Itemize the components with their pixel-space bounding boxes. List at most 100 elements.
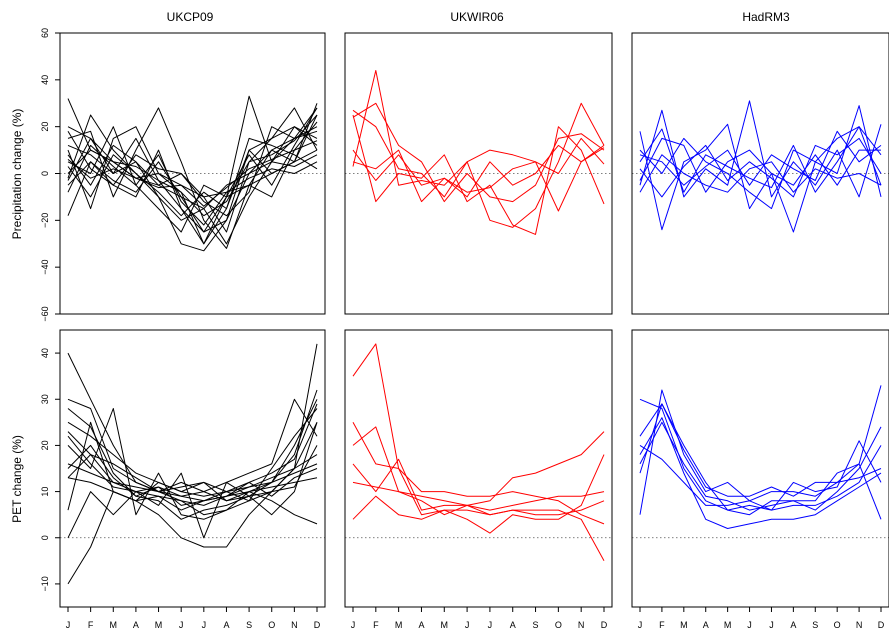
month-tick-label: M xyxy=(110,620,118,630)
series-line xyxy=(67,463,318,502)
panel-frame xyxy=(59,329,326,608)
month-tick-label: F xyxy=(373,620,379,630)
month-tick-label: O xyxy=(268,620,275,630)
row-labels: Precipitation change (%) PET change (%) xyxy=(10,109,24,523)
series-line xyxy=(67,126,318,217)
series-line xyxy=(67,154,318,210)
month-tick-label: D xyxy=(601,620,608,630)
series-line xyxy=(352,422,605,525)
panel-hadrm3-row-0 xyxy=(631,32,889,315)
month-tick-label: A xyxy=(510,620,516,630)
series-line xyxy=(67,144,318,226)
series-line xyxy=(67,114,318,245)
series-line xyxy=(67,107,318,249)
month-tick-label: S xyxy=(246,620,252,630)
month-tick-label: S xyxy=(533,620,539,630)
month-tick-label: J xyxy=(465,620,470,630)
panel-ukcp09-row-1: −10 0 10 20 30 40 J F M A M J J A S O N D xyxy=(40,329,326,630)
panel-frame xyxy=(631,32,889,315)
series-line xyxy=(639,403,882,497)
column-titles: UKCP09 UKWIR06 HadRM3 xyxy=(167,10,790,24)
column-title-ukcp09: UKCP09 xyxy=(167,10,214,24)
series-line xyxy=(67,389,318,520)
month-tick-label: N xyxy=(291,620,298,630)
y-tick-label: 0 xyxy=(40,535,50,540)
month-tick-label: M xyxy=(724,620,732,630)
series-line xyxy=(67,403,318,511)
series-line xyxy=(639,421,882,520)
y-tick-label: −10 xyxy=(40,576,50,591)
series-line xyxy=(639,417,882,529)
month-tick-label: O xyxy=(834,620,841,630)
column-title-hadrm3: HadRM3 xyxy=(742,10,790,24)
series-line xyxy=(67,422,318,539)
month-tick-label: M xyxy=(680,620,688,630)
month-tick-label: A xyxy=(133,620,139,630)
month-tick-label: F xyxy=(659,620,665,630)
series-line xyxy=(67,435,318,506)
y-axis-label-pet: PET change (%) xyxy=(10,435,24,523)
y-tick-label: −60 xyxy=(40,306,50,321)
y-tick-label: 10 xyxy=(40,487,50,497)
panel-frame xyxy=(344,329,613,608)
series-line xyxy=(67,149,318,198)
series-line xyxy=(352,147,605,212)
series-line xyxy=(67,422,318,585)
series-line xyxy=(67,114,318,217)
month-tick-label: N xyxy=(578,620,585,630)
series-line xyxy=(67,445,318,502)
y-tick-label: 20 xyxy=(40,122,50,132)
series-line xyxy=(352,102,605,228)
month-tick-label: A xyxy=(703,620,709,630)
month-tick-label: N xyxy=(856,620,863,630)
month-tick-label: O xyxy=(555,620,562,630)
month-tick-label: J xyxy=(769,620,774,630)
panel-frame xyxy=(344,32,613,315)
month-tick-label: J xyxy=(638,620,643,630)
series-line xyxy=(352,481,605,511)
series-line xyxy=(67,408,318,525)
month-tick-label: S xyxy=(812,620,818,630)
y-tick-label: −40 xyxy=(40,260,50,275)
month-tick-label: M xyxy=(441,620,449,630)
y-tick-label: 0 xyxy=(40,171,50,176)
y-tick-label: 30 xyxy=(40,394,50,404)
y-tick-label: 40 xyxy=(40,75,50,85)
series-line xyxy=(352,458,605,516)
panel-ukcp09-row-0: −60 −40 −20 0 20 40 60 xyxy=(40,28,326,322)
series-line xyxy=(639,137,881,193)
series-line xyxy=(352,70,605,186)
series-line xyxy=(67,107,318,233)
column-title-ukwir06: UKWIR06 xyxy=(450,10,504,24)
series-line xyxy=(352,102,605,203)
month-tick-label: M xyxy=(155,620,163,630)
series-line xyxy=(639,154,882,193)
series-line xyxy=(352,343,605,562)
series-line xyxy=(67,126,318,252)
series-line xyxy=(67,140,318,207)
month-tick-label: J xyxy=(66,620,71,630)
month-tick-label: J xyxy=(747,620,752,630)
series-line xyxy=(352,114,605,235)
series-line xyxy=(639,126,882,193)
month-tick-label: D xyxy=(314,620,321,630)
month-tick-label: A xyxy=(418,620,424,630)
y-tick-label: −20 xyxy=(40,213,50,228)
y-axis-label-precipitation: Precipitation change (%) xyxy=(10,109,24,240)
month-tick-label: J xyxy=(351,620,356,630)
series-line xyxy=(639,130,882,186)
month-tick-label: J xyxy=(488,620,493,630)
series-line xyxy=(639,440,882,511)
y-tick-label: 60 xyxy=(40,28,50,38)
y-tick-label: 40 xyxy=(40,348,50,358)
month-tick-label: A xyxy=(223,620,229,630)
series-line xyxy=(639,403,882,511)
month-tick-label: A xyxy=(790,620,796,630)
series-line xyxy=(352,454,605,534)
series-line xyxy=(67,137,318,217)
panel-ukwir06-row-0 xyxy=(344,32,613,315)
month-tick-label: F xyxy=(88,620,94,630)
